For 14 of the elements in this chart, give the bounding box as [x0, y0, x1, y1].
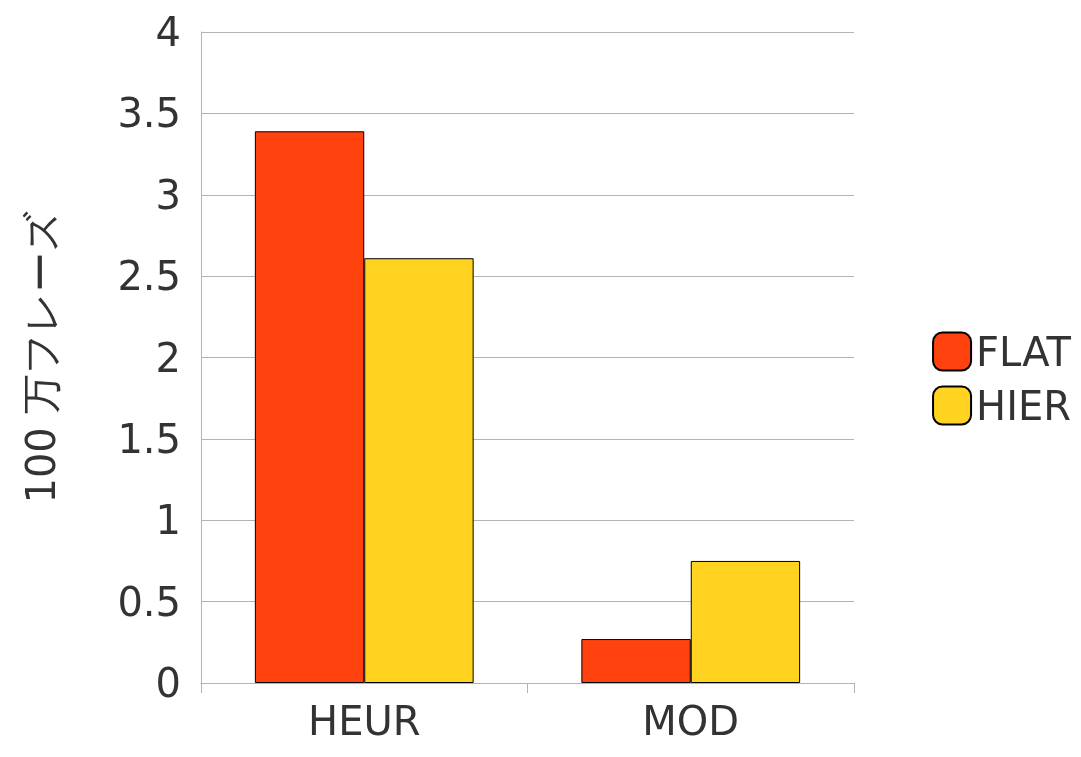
legend-label: FLAT: [976, 328, 1072, 375]
y-tick-label: 2: [155, 334, 181, 381]
y-tick-label: 1: [155, 497, 181, 544]
y-tick-label: 3: [155, 171, 181, 218]
y-tick-label: 3.5: [117, 90, 181, 137]
x-tick-label: HEUR: [308, 698, 421, 744]
y-axis-title: 100 万フレーズ: [18, 211, 64, 504]
y-tick-label: 0.5: [117, 578, 181, 625]
legend-label: HIER: [976, 382, 1072, 429]
x-tick-label: MOD: [642, 698, 740, 744]
y-tick-label: 4: [155, 9, 181, 55]
y-tick-label: 0: [155, 660, 181, 706]
y-tick-label: 1.5: [117, 415, 181, 462]
y-tick-label: 2.5: [117, 253, 181, 300]
